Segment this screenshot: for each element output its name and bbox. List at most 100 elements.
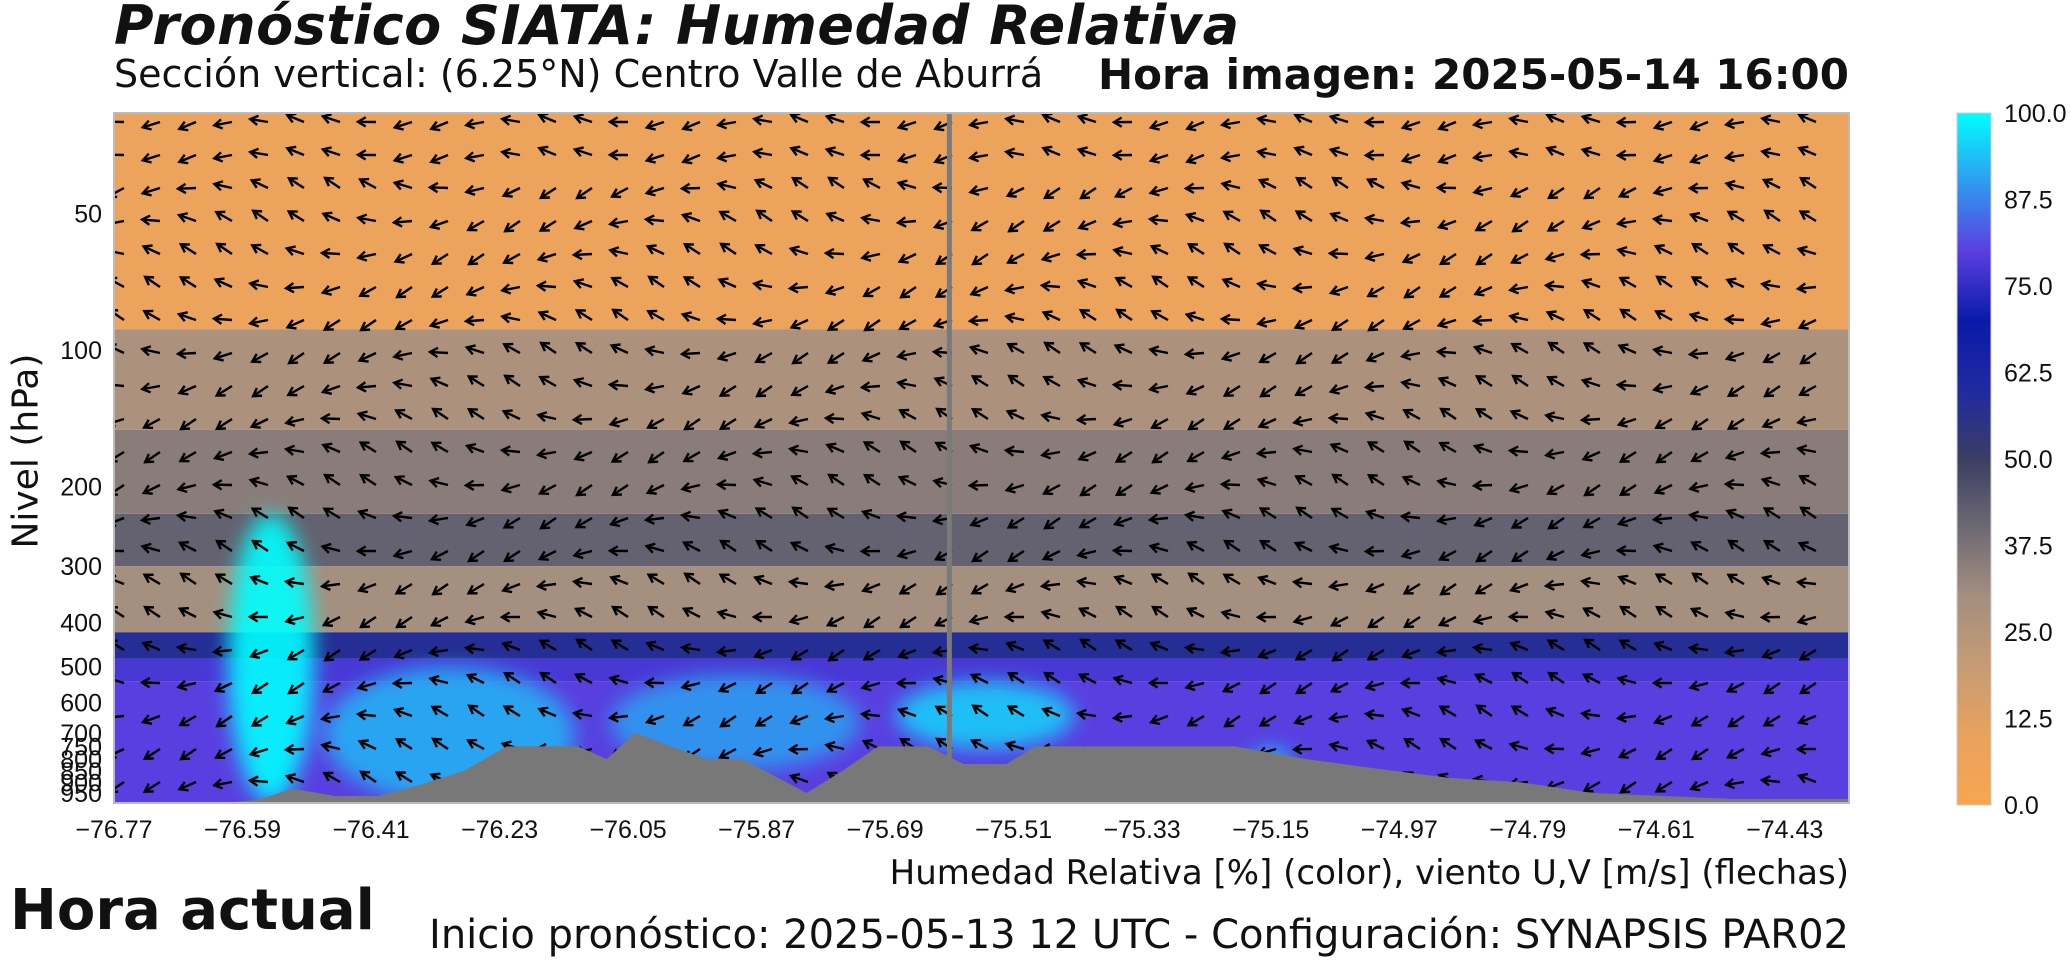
- wind-arrow: [791, 506, 809, 519]
- wind-arrow: [355, 116, 377, 128]
- wind-arrow: [1507, 283, 1529, 295]
- wind-arrow: [1689, 120, 1709, 132]
- wind-arrow: [1618, 639, 1637, 652]
- y-tick-label: 850: [60, 758, 102, 786]
- wind-arrow: [898, 408, 917, 421]
- wind-arrow: [284, 245, 305, 257]
- wind-arrow: [896, 349, 917, 361]
- wind-arrow: [1075, 576, 1097, 589]
- wind-arrow: [1327, 412, 1349, 425]
- wind-arrow: [1652, 185, 1673, 197]
- wind-arrow: [754, 714, 773, 727]
- wind-arrow: [1151, 275, 1169, 288]
- wind-arrow: [356, 410, 377, 422]
- wind-arrow: [896, 179, 917, 191]
- wind-arrow: [1006, 516, 1025, 529]
- wind-arrow: [1327, 247, 1349, 260]
- wind-arrow: [395, 440, 413, 453]
- wind-arrow: [1366, 285, 1385, 298]
- wind-arrow: [430, 285, 449, 298]
- wind-arrow: [789, 541, 809, 553]
- wind-arrow: [114, 674, 125, 685]
- wind-arrow: [826, 507, 845, 520]
- x-tick-label: −76.23: [461, 816, 538, 844]
- wind-arrow: [788, 245, 809, 257]
- wind-arrow: [1545, 549, 1565, 561]
- wind-arrow: [1725, 508, 1745, 520]
- wind-arrow: [681, 120, 701, 132]
- wind-arrow: [1653, 714, 1673, 726]
- wind-arrow: [1435, 645, 1457, 658]
- wind-arrow: [500, 482, 521, 494]
- wind-arrow: [1655, 451, 1673, 464]
- wind-arrow: [1759, 279, 1781, 291]
- wind-arrow: [143, 275, 161, 288]
- wind-arrow: [575, 484, 593, 497]
- wind-arrow: [1292, 444, 1313, 456]
- wind-arrow: [1691, 748, 1709, 761]
- x-tick-label: −75.33: [1104, 816, 1181, 844]
- wind-arrow: [537, 310, 557, 322]
- wind-arrow: [1079, 638, 1097, 651]
- wind-arrow: [1546, 639, 1565, 652]
- wind-arrow: [1509, 409, 1529, 421]
- wind-arrow: [1328, 542, 1349, 554]
- wind-arrow: [607, 379, 629, 391]
- wind-arrow: [356, 508, 377, 520]
- wind-arrow: [610, 450, 629, 463]
- wind-arrow: [247, 114, 269, 126]
- wind-arrow: [611, 605, 629, 619]
- wind-arrow: [1403, 737, 1421, 751]
- wind-arrow: [1544, 608, 1565, 620]
- wind-arrow: [1617, 574, 1637, 586]
- wind-arrow: [898, 318, 917, 331]
- wind-arrow: [1403, 615, 1421, 629]
- y-tick-label: 700: [60, 720, 102, 748]
- wind-arrow: [1363, 709, 1385, 721]
- wind-arrow: [1328, 740, 1349, 752]
- wind-arrow: [571, 708, 593, 720]
- wind-arrow: [177, 606, 197, 619]
- wind-arrow: [1508, 740, 1529, 752]
- wind-arrow: [1798, 474, 1817, 487]
- wind-arrow: [1256, 574, 1277, 586]
- wind-arrow: [898, 582, 917, 595]
- x-tick-label: −76.77: [75, 816, 152, 844]
- wind-arrow: [1005, 186, 1025, 198]
- wind-arrow: [754, 351, 773, 364]
- y-tick-label: 400: [60, 610, 102, 638]
- wind-arrow: [214, 747, 233, 760]
- wind-arrow: [1399, 216, 1421, 228]
- wind-arrow: [502, 252, 521, 265]
- wind-arrow: [539, 517, 557, 530]
- wind-arrow: [141, 640, 161, 652]
- colorbar-tick-label: 0.0: [2004, 792, 2039, 820]
- wind-arrow: [1076, 146, 1097, 158]
- wind-arrow: [1401, 252, 1421, 264]
- wind-arrow: [1004, 312, 1025, 324]
- wind-arrow: [140, 714, 161, 726]
- wind-arrow: [1727, 715, 1745, 728]
- wind-arrow: [1401, 706, 1421, 718]
- wind-arrow: [608, 416, 629, 428]
- wind-arrow: [143, 451, 161, 464]
- wind-arrow: [1579, 414, 1601, 426]
- wind-arrow: [1330, 318, 1349, 331]
- wind-arrow: [178, 450, 197, 463]
- wind-arrow: [1545, 145, 1565, 157]
- wind-arrow: [574, 516, 593, 529]
- wind-arrow: [465, 673, 485, 685]
- wind-arrow: [213, 508, 233, 520]
- wind-arrow: [1006, 342, 1025, 355]
- wind-arrow: [1438, 705, 1457, 718]
- x-tick-label: −75.51: [975, 816, 1052, 844]
- wind-arrow: [1655, 605, 1673, 619]
- wind-arrow: [1582, 780, 1601, 793]
- wind-arrow: [287, 352, 305, 365]
- wind-arrow: [1510, 705, 1529, 718]
- wind-arrow: [827, 176, 845, 189]
- wind-arrow: [1543, 579, 1565, 591]
- wind-arrow: [1258, 243, 1277, 256]
- wind-arrow: [1618, 276, 1637, 289]
- wind-arrow: [464, 614, 485, 626]
